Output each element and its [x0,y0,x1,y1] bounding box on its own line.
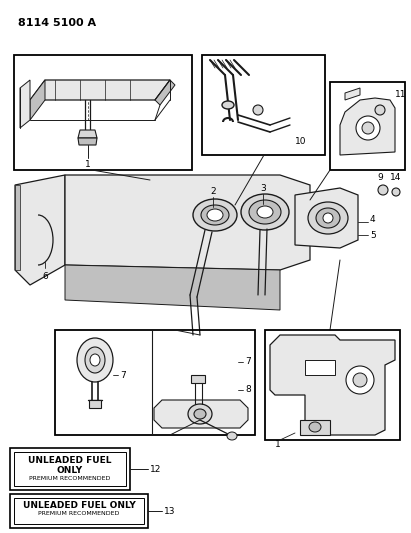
Ellipse shape [309,422,321,432]
Text: 5: 5 [370,230,376,239]
Ellipse shape [241,194,289,230]
Text: 13: 13 [164,506,175,515]
Bar [10,494,148,528]
Ellipse shape [375,105,385,115]
Text: 3: 3 [260,184,266,193]
Ellipse shape [253,105,263,115]
Polygon shape [270,335,395,435]
Polygon shape [78,138,97,145]
Ellipse shape [85,347,105,373]
Ellipse shape [207,209,223,221]
Text: 7: 7 [120,370,126,379]
Ellipse shape [392,188,400,196]
Ellipse shape [90,354,100,366]
Bar [330,82,405,170]
Bar [14,55,192,170]
Text: 6: 6 [42,272,48,281]
Polygon shape [30,80,45,120]
Ellipse shape [257,206,273,218]
Text: 7: 7 [245,358,251,367]
Bar [202,55,325,155]
Polygon shape [154,400,248,428]
Text: ONLY: ONLY [57,466,83,475]
Polygon shape [300,420,330,435]
Text: 10: 10 [295,137,307,146]
Ellipse shape [201,205,229,225]
Text: UNLEADED FUEL ONLY: UNLEADED FUEL ONLY [23,501,135,510]
Text: 8: 8 [245,385,251,394]
Text: 2: 2 [210,187,216,196]
Polygon shape [155,80,175,105]
Ellipse shape [378,185,388,195]
Text: 1: 1 [275,440,281,449]
Bar [14,452,126,486]
Text: 1: 1 [85,160,91,169]
Polygon shape [340,98,395,155]
Bar [10,448,130,490]
Polygon shape [30,80,170,100]
Polygon shape [20,80,30,128]
Text: 11: 11 [395,90,406,99]
Bar [265,330,400,440]
Polygon shape [15,175,65,285]
Bar [14,498,144,524]
Ellipse shape [346,366,374,394]
Ellipse shape [316,208,340,228]
Text: PREMIUM RECOMMENDED: PREMIUM RECOMMENDED [29,476,111,481]
Ellipse shape [356,116,380,140]
Ellipse shape [249,200,281,224]
Text: UNLEADED FUEL: UNLEADED FUEL [28,456,112,465]
Text: 12: 12 [150,464,162,473]
Text: 14: 14 [390,173,402,182]
Bar [89,400,101,408]
Text: 8114 5100 A: 8114 5100 A [18,18,96,28]
Ellipse shape [222,101,234,109]
Ellipse shape [194,409,206,419]
Ellipse shape [323,213,333,223]
Ellipse shape [353,373,367,387]
Text: 9: 9 [377,173,383,182]
Text: 4: 4 [370,215,376,224]
Ellipse shape [77,338,113,382]
Polygon shape [15,185,20,270]
Bar [191,375,205,383]
Text: PREMIUM RECOMMENDED: PREMIUM RECOMMENDED [38,511,120,516]
Polygon shape [295,188,358,248]
Polygon shape [65,175,310,270]
Bar [55,330,255,435]
Polygon shape [65,265,280,310]
Ellipse shape [362,122,374,134]
Polygon shape [345,88,360,100]
Ellipse shape [227,432,237,440]
Polygon shape [305,360,335,375]
Ellipse shape [188,404,212,424]
Ellipse shape [308,202,348,234]
Polygon shape [78,130,97,138]
Ellipse shape [193,199,237,231]
